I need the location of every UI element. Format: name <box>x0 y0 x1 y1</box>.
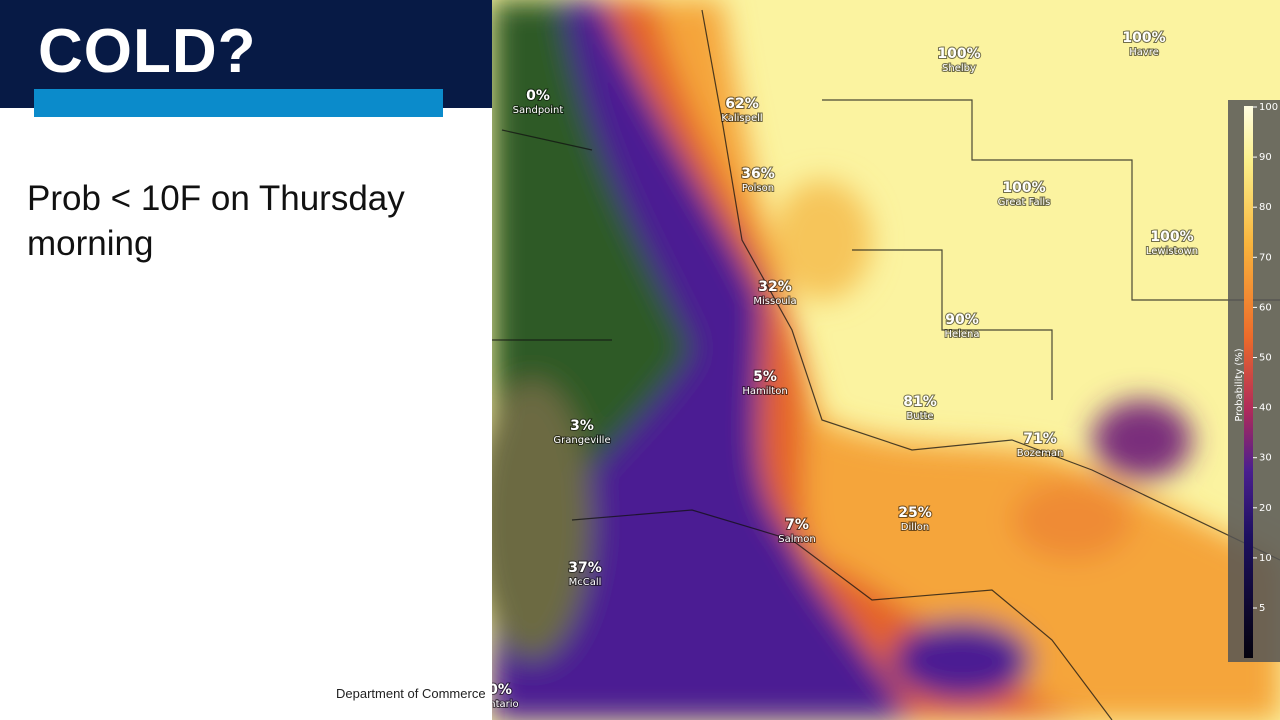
city-name: Missoula <box>753 296 796 307</box>
city-name: Kalispell <box>721 113 762 124</box>
city-name: Helena <box>944 329 979 340</box>
city: 100%Lewistown <box>1145 228 1199 258</box>
city-probability: 100% <box>1150 229 1193 245</box>
city-probability: 71% <box>1023 431 1057 447</box>
city-name: Dillon <box>901 522 930 533</box>
city: 7%Salmon <box>777 516 816 546</box>
city-probability: 100% <box>1122 30 1165 46</box>
city-probability: 90% <box>945 312 979 328</box>
colorbar-tick-label: 90 <box>1259 152 1272 163</box>
city: 100%Havre <box>1121 29 1166 59</box>
colorbar-tick-label: 60 <box>1259 302 1272 313</box>
city-probability: 0% <box>492 682 512 698</box>
city: 25%Dillon <box>897 504 933 534</box>
colorbar-tick-label: 20 <box>1259 503 1272 514</box>
city-probability: 36% <box>741 166 775 182</box>
city: 0%Ontario <box>492 681 520 711</box>
city: 37%McCall <box>567 559 603 589</box>
city-probability: 7% <box>785 517 809 533</box>
city-name: Hamilton <box>742 386 787 397</box>
city-name: Bozeman <box>1017 448 1064 459</box>
city: 90%Helena <box>943 311 980 341</box>
colorbar-panel <box>1228 100 1280 662</box>
city: 100%Great Falls <box>997 179 1052 209</box>
city-name: Shelby <box>942 63 976 74</box>
city: 81%Butte <box>902 393 938 423</box>
city: 3%Grangeville <box>552 417 611 447</box>
city-probability: 25% <box>898 505 932 521</box>
city-name: Ontario <box>492 699 519 710</box>
accent-bar <box>34 89 443 117</box>
city-name: Butte <box>906 411 933 422</box>
colorbar-tick-label: 40 <box>1259 403 1272 414</box>
colorbar-tick-label: 30 <box>1259 453 1272 464</box>
colorbar-tick-label: 5 <box>1259 603 1265 614</box>
colorbar-tick-label: 100 <box>1259 102 1278 113</box>
colorbar-tick-label: 50 <box>1259 353 1272 364</box>
city-probability: 5% <box>753 369 777 385</box>
city-probability: 62% <box>725 96 759 112</box>
probability-field <box>492 0 1280 720</box>
colorbar-scale <box>1244 106 1253 658</box>
city-probability: 0% <box>526 88 550 104</box>
city: 62%Kalispell <box>720 95 763 125</box>
city-name: Havre <box>1129 47 1159 58</box>
city-name: McCall <box>569 577 602 588</box>
city-probability: 3% <box>570 418 594 434</box>
city-probability: 32% <box>758 279 792 295</box>
city: 100%Shelby <box>936 45 981 75</box>
city: 36%Polson <box>740 165 776 195</box>
probability-map: 0%Sandpoint 62%Kalispell100%Shelby100%Hav… <box>492 0 1280 720</box>
colorbar: Probability (%) 100 90 80 70 60 50 40 30 20 10 5 <box>1228 100 1280 662</box>
subtitle: Prob < 10F on Thursday morning <box>27 179 405 263</box>
city-name: Polson <box>742 183 774 194</box>
city-name: Lewistown <box>1146 246 1198 257</box>
city: 32%Missoula <box>752 278 797 308</box>
colorbar-tick-label: 70 <box>1259 252 1272 263</box>
slide-title: COLD? <box>38 17 257 86</box>
colorbar-tick-label: 80 <box>1259 202 1272 213</box>
city-labels: 0%Sandpoint 62%Kalispell100%Shelby100%Hav… <box>492 29 1199 711</box>
city-probability: 81% <box>903 394 937 410</box>
colorbar-label: Probability (%) <box>1234 348 1245 421</box>
footer: Department of Commerce <box>336 686 486 701</box>
city-name: Great Falls <box>998 197 1051 208</box>
city: 5%Hamilton <box>741 368 788 398</box>
colorbar-tick-label: 10 <box>1259 553 1272 564</box>
city-probability: 37% <box>568 560 602 576</box>
city-probability: 100% <box>1002 180 1045 196</box>
city-name: Sandpoint <box>513 105 564 116</box>
city-name: Salmon <box>778 534 815 545</box>
city: 71%Bozeman <box>1016 430 1065 460</box>
city-name: Grangeville <box>553 435 610 446</box>
city-probability: 100% <box>937 46 980 62</box>
county-lines <box>492 9 1280 720</box>
city: 0%Sandpoint <box>512 87 565 117</box>
